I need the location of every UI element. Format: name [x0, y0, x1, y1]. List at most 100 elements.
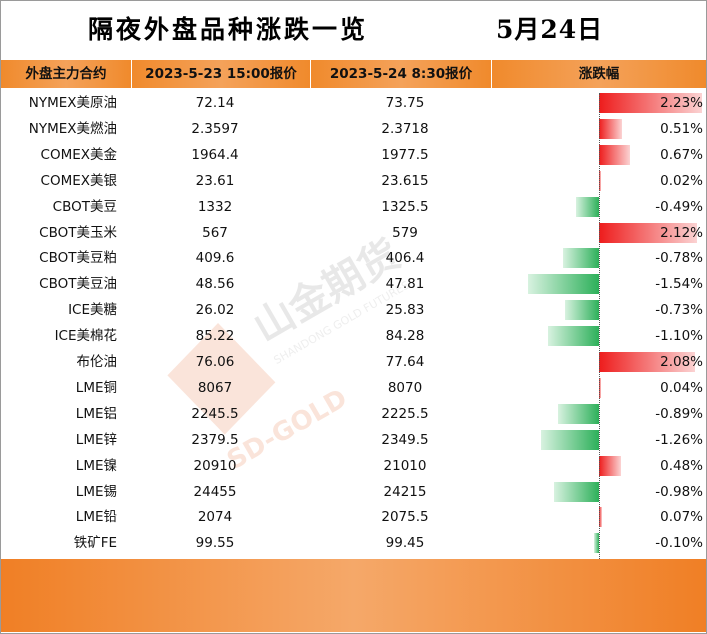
table-row: 铁矿FE 99.55 99.45 -0.10%: [0, 530, 707, 556]
change-percent: 0.07%: [660, 509, 703, 526]
table-row: LME锌 2379.5 2349.5 -1.26%: [0, 427, 707, 453]
price-previous: 1964.4: [191, 146, 239, 163]
commodity-name: LME锡: [75, 483, 117, 500]
price-current: 47.81: [385, 276, 425, 293]
change-bar: [599, 507, 603, 528]
watermark-logo-shape: [167, 323, 276, 435]
price-current: 579: [392, 224, 418, 241]
header-divider: [310, 60, 311, 88]
change-bar: [565, 300, 599, 321]
price-current: 1325.5: [381, 198, 429, 215]
change-bar: [541, 429, 599, 450]
table-row: ICE美糖 26.02 25.83 -0.73%: [0, 297, 707, 323]
commodity-name: LME镍: [75, 457, 117, 474]
price-previous: 99.55: [195, 535, 235, 552]
change-bar: [599, 93, 702, 113]
table-row: CBOT美玉米 567 579 2.12%: [0, 220, 707, 246]
commodity-name: LME铝: [75, 405, 117, 422]
chart-zero-axis: [599, 93, 600, 559]
commodity-name: CBOT美豆: [52, 198, 117, 215]
price-current: 99.45: [385, 535, 425, 552]
change-percent: -1.10%: [655, 328, 703, 345]
table-row: LME铝 2245.5 2225.5 -0.89%: [0, 401, 707, 427]
price-current: 406.4: [385, 250, 425, 267]
change-percent: -0.10%: [655, 535, 703, 552]
change-percent: -0.49%: [655, 198, 703, 215]
commodity-name: COMEX美金: [40, 146, 117, 163]
table-row: CBOT美豆粕 409.6 406.4 -0.78%: [0, 245, 707, 271]
price-current: 84.28: [385, 328, 425, 345]
change-percent: -0.89%: [655, 405, 703, 422]
price-current: 25.83: [385, 302, 425, 319]
change-bar: [599, 118, 623, 139]
table-row: COMEX美金 1964.4 1977.5 0.67%: [0, 142, 707, 168]
change-bar: [558, 403, 599, 424]
header-name: 外盘主力合约: [1, 60, 131, 88]
commodity-name: CBOT美玉米: [39, 224, 117, 241]
header-change: 涨跌幅: [492, 60, 706, 88]
change-bar: [599, 352, 695, 372]
price-current: 1977.5: [381, 146, 429, 163]
price-previous: 23.61: [195, 172, 235, 189]
change-percent: -0.78%: [655, 250, 703, 267]
change-bar: [599, 144, 630, 165]
table-row: 布伦油 76.06 77.64 2.08%: [0, 349, 707, 375]
commodity-name: CBOT美豆粕: [39, 250, 117, 267]
table-row: NYMEX美原油 72.14 73.75 2.23%: [0, 90, 707, 116]
commodity-name: LME铜: [75, 379, 117, 396]
price-current: 8070: [387, 379, 423, 396]
price-previous: 48.56: [195, 276, 235, 293]
price-current: 2075.5: [381, 509, 429, 526]
footer-band: [1, 559, 706, 632]
commodity-name: 铁矿FE: [73, 535, 117, 552]
header-price2: 2023-5-24 8:30报价: [311, 60, 491, 88]
price-previous: 26.02: [195, 302, 235, 319]
price-current: 73.75: [385, 95, 425, 111]
change-bar: [563, 248, 599, 269]
price-current: 23.615: [381, 172, 429, 189]
price-previous: 76.06: [195, 354, 235, 370]
commodity-name: ICE美糖: [68, 302, 117, 319]
commodity-name: LME铅: [75, 509, 117, 526]
commodity-name: ICE美棉花: [54, 328, 117, 345]
commodity-name: CBOT美豆油: [39, 276, 117, 293]
table-row: COMEX美银 23.61 23.615 0.02%: [0, 168, 707, 194]
report-date: 5月24日: [496, 15, 604, 44]
price-previous: 24455: [193, 483, 237, 500]
price-previous: 1332: [197, 198, 233, 215]
change-bar: [553, 481, 599, 502]
price-previous: 2074: [197, 509, 233, 526]
price-current: 24215: [383, 483, 427, 500]
commodity-name: COMEX美银: [40, 172, 117, 189]
change-percent: 2.12%: [660, 224, 703, 241]
price-current: 2225.5: [381, 405, 429, 422]
price-previous: 2.3597: [191, 120, 239, 137]
price-previous: 8067: [197, 379, 233, 396]
price-current: 21010: [383, 457, 427, 474]
price-previous: 2245.5: [191, 405, 239, 422]
table-row: ICE美棉花 85.22 84.28 -1.10%: [0, 323, 707, 349]
change-percent: 0.48%: [660, 457, 703, 474]
table-row: CBOT美豆油 48.56 47.81 -1.54%: [0, 271, 707, 297]
table-row: LME镍 20910 21010 0.48%: [0, 453, 707, 479]
header-divider: [491, 60, 492, 88]
change-bar: [594, 533, 599, 554]
header-price1: 2023-5-23 15:00报价: [132, 60, 310, 88]
table-row: LME铜 8067 8070 0.04%: [0, 375, 707, 401]
change-bar: [548, 326, 599, 347]
change-percent: 0.67%: [660, 146, 703, 163]
table-row: LME铅 2074 2075.5 0.07%: [0, 504, 707, 530]
price-current: 2.3718: [381, 120, 429, 137]
change-bar: [576, 196, 599, 217]
commodity-name: NYMEX美燃油: [28, 120, 117, 137]
change-percent: 2.23%: [660, 95, 703, 111]
table-row: LME锡 24455 24215 -0.98%: [0, 479, 707, 505]
change-percent: -1.26%: [655, 431, 703, 448]
commodity-name: LME锌: [75, 431, 117, 448]
price-current: 2349.5: [381, 431, 429, 448]
change-percent: -1.54%: [655, 276, 703, 293]
change-percent: 0.04%: [660, 379, 703, 396]
price-previous: 567: [202, 224, 228, 241]
price-previous: 2379.5: [191, 431, 239, 448]
price-current: 77.64: [385, 354, 425, 370]
